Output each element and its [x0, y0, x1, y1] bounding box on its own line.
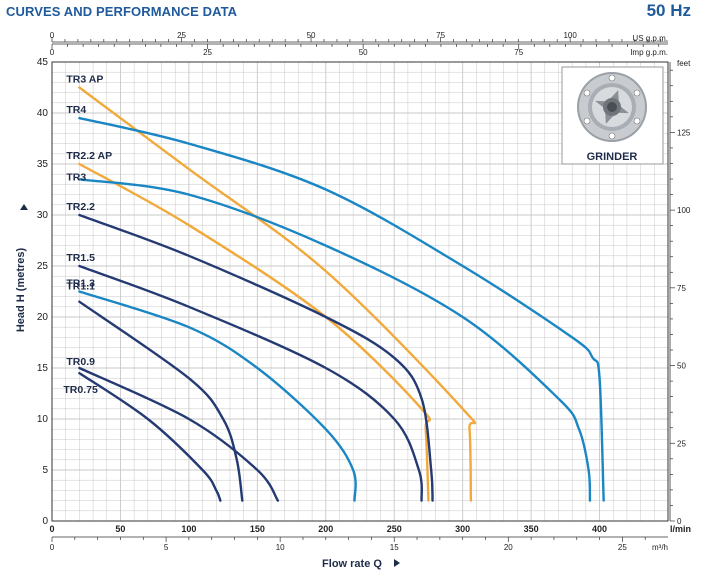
x-tick-label: 350 [524, 524, 539, 534]
secondary-tick-label: 75 [436, 31, 445, 40]
x-unit-label: l/min [670, 524, 691, 534]
feet-tick-label: 75 [677, 284, 686, 293]
curve-tr2-2-ap [78, 162, 432, 502]
curve-label-tr2-2-ap: TR2.2 AP [66, 150, 112, 162]
curve-tr3 [78, 178, 592, 502]
y-tick-label: 10 [37, 414, 49, 425]
x-tick-label: 100 [181, 524, 196, 534]
feet-unit-label: feet [677, 59, 691, 68]
curve-label-tr0-75: TR0.75 [63, 384, 98, 396]
curve-tr1-1 [78, 300, 244, 502]
x-tick-label: 50 [115, 524, 125, 534]
curve-tr3-ap [78, 86, 477, 502]
x-tick-label: 300 [455, 524, 470, 534]
y-tick-label: 5 [42, 465, 48, 476]
y-tick-label: 15 [37, 363, 49, 374]
secondary-tick-label: 50 [359, 48, 368, 57]
x-tick-label: 250 [387, 524, 402, 534]
grinder-label: GRINDER [587, 151, 638, 163]
secondary-unit-label: US g.p.m. [632, 34, 668, 43]
secondary-tick-label: 0 [50, 543, 55, 552]
secondary-unit-label: Imp g.p.m. [630, 48, 668, 57]
y-tick-label: 45 [37, 57, 49, 68]
secondary-tick-label: 25 [203, 48, 212, 57]
y-tick-label: 25 [37, 261, 49, 272]
curve-tr1-5 [78, 264, 423, 502]
x-tick-label: 400 [592, 524, 607, 534]
curve-label-tr1-5: TR1.5 [66, 252, 95, 264]
secondary-tick-label: 10 [276, 543, 285, 552]
curve-label-tr1-3: TR1.3 [66, 278, 95, 290]
feet-tick-label: 100 [677, 206, 691, 215]
feet-tick-label: 0 [677, 517, 682, 526]
grinder-impeller-icon [577, 72, 647, 142]
curve-tr2-2 [78, 213, 434, 502]
y-tick-label: 35 [37, 159, 49, 170]
x-tick-label: 200 [318, 524, 333, 534]
secondary-unit-label: m³/h [652, 543, 668, 552]
curves [78, 86, 605, 502]
feet-tick-label: 125 [677, 128, 691, 137]
y-tick-label: 30 [37, 210, 49, 221]
secondary-tick-label: 20 [504, 543, 513, 552]
secondary-tick-label: 25 [618, 543, 627, 552]
curve-label-tr3-ap: TR3 AP [66, 74, 103, 86]
y-tick-label: 0 [42, 516, 48, 527]
grinder-inset: GRINDER [561, 66, 664, 165]
y-tick-label: 40 [37, 108, 49, 119]
feet-tick-label: 25 [677, 439, 686, 448]
curve-tr1-3 [78, 290, 357, 502]
plot-frame [51, 61, 669, 522]
curve-label-tr2-2: TR2.2 [66, 201, 95, 213]
secondary-tick-label: 75 [514, 48, 523, 57]
secondary-tick-label: 100 [563, 31, 577, 40]
curve-label-tr0-9: TR0.9 [66, 356, 95, 368]
feet-tick-label: 50 [677, 362, 686, 371]
curve-label-tr3: TR3 [66, 171, 86, 183]
secondary-tick-label: 5 [164, 543, 169, 552]
secondary-tick-label: 50 [307, 31, 316, 40]
secondary-tick-label: 0 [50, 31, 55, 40]
y-tick-label: 20 [37, 312, 49, 323]
secondary-tick-label: 0 [50, 48, 55, 57]
curve-tr4 [78, 116, 605, 502]
page-title: CURVES AND PERFORMANCE DATA [6, 4, 238, 19]
secondary-tick-label: 15 [390, 543, 399, 552]
frequency-label: 50 Hz [646, 1, 691, 20]
curve-labels: TR3 AP TR4 TR2.2 AP TR3 TR2.2 TR1.5 TR1.3TR1.1… [63, 74, 112, 397]
curve-tr0-9 [78, 366, 280, 502]
curve-label-tr4: TR4 [66, 104, 86, 116]
curve-tr0-75 [78, 371, 222, 502]
y-axis-title: Head H (metres) [15, 247, 27, 332]
x-tick-label: 150 [250, 524, 265, 534]
x-tick-label: 0 [49, 524, 54, 534]
secondary-tick-label: 25 [177, 31, 186, 40]
curve-label-tr1-1: TR1.1 [66, 281, 95, 293]
y-axis-arrow-icon [20, 204, 28, 210]
x-axis-title: Flow rate Q [322, 558, 382, 570]
x-axis-arrow-icon [394, 559, 400, 567]
